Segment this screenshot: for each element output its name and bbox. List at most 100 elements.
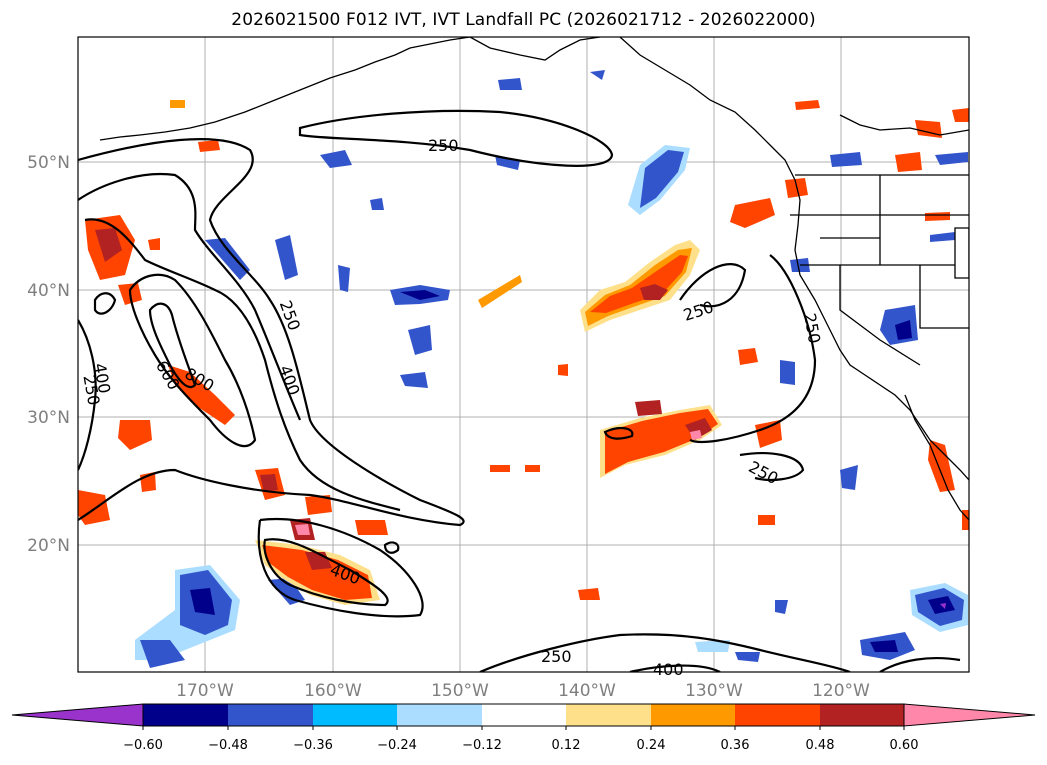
lon-label-140: 140°W — [558, 681, 616, 701]
pos-patch — [558, 364, 568, 376]
contour-250-east-arc — [689, 254, 817, 444]
colorbar-border — [142, 703, 905, 727]
pos-patch — [478, 275, 522, 308]
lat-label-40: 40°N — [27, 281, 70, 301]
map-border — [77, 36, 970, 673]
aleutian-coast — [99, 37, 471, 141]
contour-label: 250 — [428, 136, 459, 155]
contour-400-west — [84, 218, 401, 512]
pos-patch — [78, 490, 110, 525]
pos-patch — [640, 284, 668, 300]
neg-patch — [400, 372, 428, 388]
contour-250-tropical — [257, 517, 424, 618]
na-west-coast — [619, 37, 969, 481]
baja-coast — [904, 394, 969, 521]
neg-patch — [930, 232, 955, 242]
lat-label-50: 50°N — [27, 153, 70, 173]
lon-label-130: 130°W — [685, 681, 743, 701]
contour-250-west-outer — [78, 138, 465, 527]
colorbar-tick-label: 0.12 — [552, 738, 581, 753]
neg-patch — [140, 640, 185, 668]
neg-patch — [935, 152, 968, 165]
neg-patch — [590, 70, 605, 80]
colorbar-tick-label: −0.60 — [123, 738, 163, 753]
pos-patch — [168, 365, 235, 425]
colorbar-segment — [735, 704, 820, 726]
colorbar-segment — [143, 704, 228, 726]
neg-patch — [320, 150, 352, 168]
contour-400-south — [629, 664, 721, 672]
state-borders — [790, 174, 969, 366]
contour-400-small — [93, 292, 117, 315]
pos-patch — [925, 212, 950, 221]
lon-label-160: 160°W — [304, 681, 362, 701]
neg-patch — [338, 265, 350, 292]
neg-patch — [830, 152, 862, 167]
neg-patch — [400, 290, 440, 300]
pos-patch — [170, 100, 185, 108]
colorbar-extend-high — [903, 703, 1036, 727]
pos-patch — [690, 430, 702, 440]
colorbar-tick-label: −0.24 — [377, 738, 417, 753]
neg-patch — [498, 78, 522, 90]
pos-patch — [895, 152, 922, 172]
colorbar-segment — [820, 704, 904, 726]
contour-small-1 — [603, 426, 634, 440]
colorbar-tick-label: 0.36 — [721, 738, 750, 753]
lat-label-20: 20°N — [27, 536, 70, 556]
contour-250-south — [479, 633, 851, 672]
contour-250-west-inner — [78, 173, 302, 421]
pos-patch — [738, 348, 758, 365]
neg-patch — [895, 320, 912, 340]
neg-patch — [870, 640, 898, 652]
colorbar-tick-label: 0.48 — [806, 738, 835, 753]
contour-400-tropical — [263, 538, 389, 607]
colorbar-segment — [397, 704, 482, 726]
colorbar-segment — [482, 704, 566, 726]
colorbar-tick-label: −0.12 — [462, 738, 502, 753]
ivt-contours — [78, 109, 961, 672]
contour-label: 400 — [653, 660, 684, 679]
lat-label-30: 30°N — [27, 408, 70, 428]
colorbar-tick-label: 0.60 — [890, 738, 919, 753]
neg-patch — [775, 600, 788, 614]
pos-patch — [590, 255, 688, 313]
colorbar-tick-label: −0.36 — [293, 738, 333, 753]
pos-patch — [578, 588, 600, 600]
colorbar-extend-low — [11, 703, 144, 727]
longitude-labels: 170°W 160°W 150°W 140°W 130°W 120°W — [176, 681, 870, 701]
pos-patch — [148, 238, 160, 250]
pos-patch — [295, 524, 310, 535]
contour-250-westedge — [78, 319, 97, 471]
contour-800 — [148, 302, 197, 389]
colorbar-tick-label: −0.48 — [208, 738, 248, 753]
neg-patch — [840, 465, 858, 490]
colorbar-segment — [228, 704, 313, 726]
pos-patch — [262, 545, 372, 600]
alaska-coast — [469, 37, 601, 61]
colorbar-segment — [566, 704, 651, 726]
pos-patch — [95, 228, 122, 262]
neg-patch — [205, 238, 250, 280]
pos-patch — [260, 474, 278, 492]
neg-patch — [780, 360, 795, 385]
contour-250-southeast — [879, 657, 961, 672]
lon-label-170: 170°W — [176, 681, 234, 701]
neg-patch — [695, 640, 730, 652]
lon-label-150: 150°W — [431, 681, 489, 701]
lon-label-120: 120°W — [812, 681, 870, 701]
colorbar-segment — [651, 704, 735, 726]
coastlines — [99, 37, 969, 521]
colorbar-tick-label: 0.24 — [637, 738, 666, 753]
pos-patch — [198, 140, 220, 152]
contour-label: 250 — [541, 647, 572, 666]
neg-patch — [370, 198, 384, 210]
canada-border — [839, 114, 969, 136]
negative-pc-patches — [135, 70, 968, 668]
pos-patch — [118, 420, 152, 450]
pos-patch — [928, 440, 955, 492]
pos-patch — [755, 420, 782, 448]
neg-patch — [940, 603, 946, 609]
map-area — [78, 37, 969, 672]
